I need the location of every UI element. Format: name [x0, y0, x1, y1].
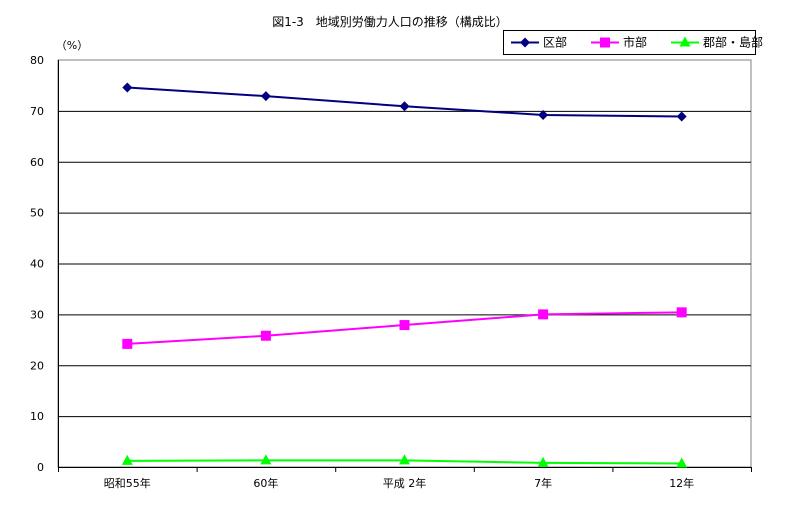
data-point	[260, 91, 271, 102]
legend-box	[503, 30, 756, 55]
legend: 区部 市部 郡部・島部	[503, 30, 763, 55]
data-point	[538, 309, 549, 320]
x-tick-label: 7年	[534, 476, 552, 490]
data-point	[399, 454, 410, 465]
data-point	[537, 456, 549, 467]
data-point	[538, 109, 549, 120]
y-axis-label: （%）	[56, 39, 88, 52]
data-point	[676, 307, 687, 318]
x-tick-label: 12年	[669, 476, 694, 490]
y-tick-label: 50	[30, 207, 44, 220]
plot-area: 0 10 20 30 40 50 60 70 80 昭和55年 60年 平成 2年 7年 12年	[30, 54, 752, 490]
data-point	[676, 111, 687, 122]
data-point	[676, 457, 688, 468]
data-point	[122, 82, 133, 93]
data-point	[260, 330, 271, 341]
y-tick-label: 30	[30, 308, 44, 321]
data-point	[121, 454, 133, 465]
legend-label: 区部	[543, 35, 567, 50]
data-point	[399, 101, 410, 112]
x-tick-label: 昭和55年	[104, 476, 151, 490]
y-tick-label: 40	[30, 258, 44, 271]
y-tick-label: 60	[30, 156, 44, 169]
chart-title: 図1-3 地域別労働力人口の推移（構成比）	[272, 15, 508, 29]
data-point	[122, 338, 133, 349]
y-tick-label: 80	[30, 54, 44, 67]
legend-label: 郡部・島部	[703, 35, 763, 50]
data-point	[260, 454, 272, 465]
data-point	[399, 320, 410, 331]
legend-marker	[679, 36, 691, 47]
y-tick-label: 20	[30, 359, 44, 372]
legend-marker	[520, 37, 530, 48]
legend-label: 市部	[623, 35, 647, 50]
x-tick-label: 平成 2年	[383, 476, 427, 490]
y-tick-label: 70	[30, 105, 44, 118]
legend-marker	[600, 37, 610, 48]
x-tick-label: 60年	[253, 476, 278, 490]
y-tick-label: 10	[30, 410, 44, 423]
y-tick-label: 0	[37, 461, 44, 474]
